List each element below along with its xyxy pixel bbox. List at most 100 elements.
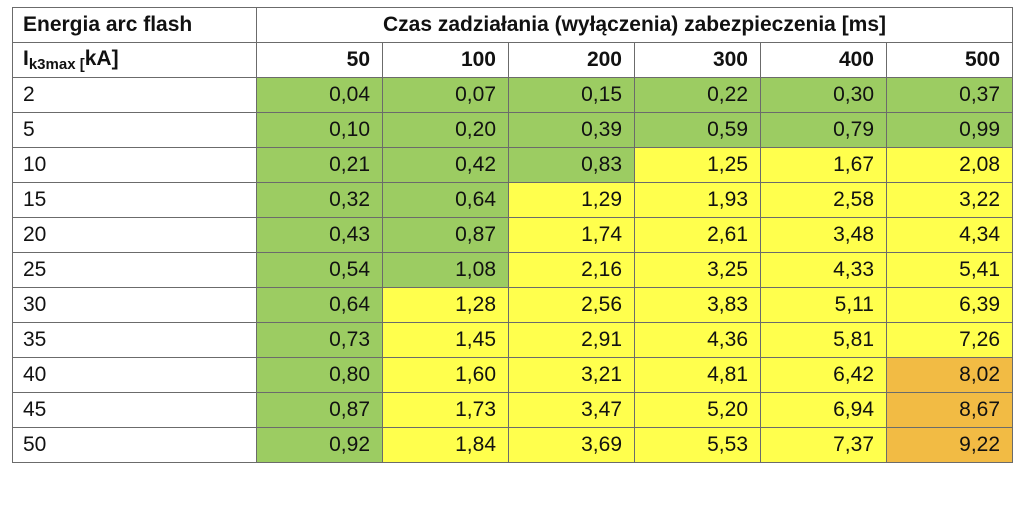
energy-cell-yellow: 3,21 [508,357,635,393]
row-label: 50 [12,427,257,463]
energy-cell-yellow: 2,91 [508,322,635,358]
column-header: 50 [256,42,383,78]
energy-cell-yellow: 1,29 [508,182,635,218]
table-row: 30 0,64 1,28 2,56 3,83 5,11 6,39 [12,287,1014,323]
row-label: 2 [12,77,257,113]
energy-cell-green: 0,10 [256,112,383,148]
energy-cell-orange: 8,67 [885,392,1014,428]
column-header: 300 [634,42,761,78]
current-symbol: I [23,47,29,70]
column-header: 500 [885,42,1014,78]
row-label: 35 [12,322,257,358]
energy-cell-yellow: 3,22 [885,182,1014,218]
row-label: 45 [12,392,257,428]
table-row: 15 0,32 0,64 1,29 1,93 2,58 3,22 [12,182,1014,218]
energy-cell-yellow: 2,61 [634,217,761,253]
energy-cell-yellow: 3,47 [508,392,635,428]
column-header: 100 [382,42,509,78]
energy-cell-yellow: 2,08 [885,147,1014,183]
energy-cell-yellow: 6,94 [760,392,887,428]
energy-cell-yellow: 2,58 [760,182,887,218]
table-row: 40 0,80 1,60 3,21 4,81 6,42 8,02 [12,357,1014,393]
row-label: 15 [12,182,257,218]
energy-cell-green: 0,99 [885,112,1014,148]
energy-cell-green: 0,20 [382,112,509,148]
energy-cell-yellow: 5,81 [760,322,887,358]
energy-cell-yellow: 6,39 [885,287,1014,323]
energy-cell-yellow: 1,93 [634,182,761,218]
energy-cell-yellow: 3,83 [634,287,761,323]
energy-cell-green: 0,22 [634,77,761,113]
energy-cell-yellow: 5,41 [885,252,1014,288]
energy-cell-orange: 8,02 [885,357,1014,393]
energy-cell-yellow: 1,28 [382,287,509,323]
energy-cell-green: 0,80 [256,357,383,393]
energy-cell-green: 0,32 [256,182,383,218]
energy-cell-yellow: 4,36 [634,322,761,358]
energy-cell-green: 0,59 [634,112,761,148]
energy-cell-yellow: 1,45 [382,322,509,358]
energy-cell-yellow: 4,34 [885,217,1014,253]
energy-cell-yellow: 1,60 [382,357,509,393]
energy-cell-yellow: 1,25 [634,147,761,183]
energy-cell-yellow: 1,84 [382,427,509,463]
energy-cell-yellow: 4,81 [634,357,761,393]
energy-cell-yellow: 3,48 [760,217,887,253]
table-row: 5 0,10 0,20 0,39 0,59 0,79 0,99 [12,112,1014,148]
energy-cell-green: 0,79 [760,112,887,148]
row-label: 10 [12,147,257,183]
energy-cell-yellow: 5,20 [634,392,761,428]
energy-cell-yellow: 4,33 [760,252,887,288]
column-header: 400 [760,42,887,78]
energy-cell-yellow: 1,74 [508,217,635,253]
energy-cell-green: 0,54 [256,252,383,288]
table-row: 25 0,54 1,08 2,16 3,25 4,33 5,41 [12,252,1014,288]
energy-cell-green: 0,42 [382,147,509,183]
energy-cell-yellow: 1,73 [382,392,509,428]
column-header: 200 [508,42,635,78]
energy-cell-yellow: 3,25 [634,252,761,288]
table-row: 35 0,73 1,45 2,91 4,36 5,81 7,26 [12,322,1014,358]
energy-cell-green: 0,92 [256,427,383,463]
energy-cell-yellow: 5,11 [760,287,887,323]
column-header-row: Ik3max [kA] 50 100 200 300 400 500 [12,42,1014,78]
energy-cell-yellow: 6,42 [760,357,887,393]
row-label: 25 [12,252,257,288]
table-row: 45 0,87 1,73 3,47 5,20 6,94 8,67 [12,392,1014,428]
energy-cell-yellow: 2,56 [508,287,635,323]
table-row: 50 0,92 1,84 3,69 5,53 7,37 9,22 [12,427,1014,463]
table-row: 20 0,43 0,87 1,74 2,61 3,48 4,34 [12,217,1014,253]
title-row: Energia arc flash Czas zadziałania (wyłą… [12,7,1014,43]
row-label: 5 [12,112,257,148]
energy-cell-green: 0,07 [382,77,509,113]
energy-cell-yellow: 7,26 [885,322,1014,358]
energy-cell-green: 0,39 [508,112,635,148]
energy-cell-green: 0,64 [382,182,509,218]
row-header-label: Ik3max [kA] [12,42,257,78]
row-label: 20 [12,217,257,253]
table-row: 2 0,04 0,07 0,15 0,22 0,30 0,37 [12,77,1014,113]
energy-cell-green: 0,04 [256,77,383,113]
energy-cell-green: 1,08 [382,252,509,288]
energy-cell-green: 0,43 [256,217,383,253]
current-subscript: k3max [ [28,56,85,73]
arc-flash-energy-table: Energia arc flash Czas zadziałania (wyłą… [12,7,1014,463]
energy-cell-green: 0,15 [508,77,635,113]
energy-cell-green: 0,21 [256,147,383,183]
energy-cell-orange: 9,22 [885,427,1014,463]
table-title-right: Czas zadziałania (wyłączenia) zabezpiecz… [255,7,1014,43]
energy-cell-green: 0,64 [256,287,383,323]
energy-cell-green: 0,30 [760,77,887,113]
energy-cell-green: 0,87 [256,392,383,428]
energy-cell-green: 0,87 [382,217,509,253]
energy-cell-yellow: 3,69 [508,427,635,463]
energy-cell-yellow: 7,37 [760,427,887,463]
table-row: 10 0,21 0,42 0,83 1,25 1,67 2,08 [12,147,1014,183]
current-unit: kA] [84,47,119,70]
table-title-left: Energia arc flash [12,7,257,43]
energy-cell-yellow: 2,16 [508,252,635,288]
energy-cell-green: 0,73 [256,322,383,358]
table-body: 2 0,04 0,07 0,15 0,22 0,30 0,37 5 0,10 0,20 0,39 0,… [12,77,1014,463]
row-label: 40 [12,357,257,393]
energy-cell-green: 0,83 [508,147,635,183]
